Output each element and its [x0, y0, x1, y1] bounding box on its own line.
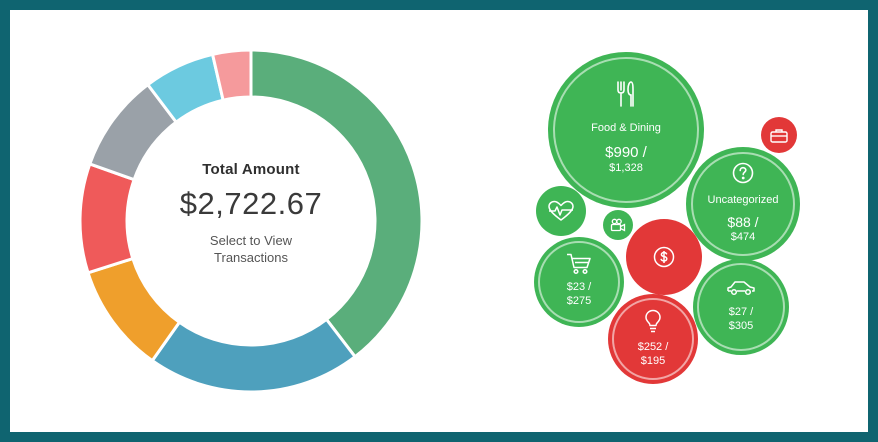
budget-ring — [538, 241, 620, 323]
donut-segment-7[interactable] — [210, 48, 253, 102]
bubble-health[interactable] — [536, 186, 586, 236]
budget-ring — [553, 57, 699, 203]
bubble-bills-utilities[interactable]: $252 / $195 — [608, 294, 698, 384]
bubble-fees[interactable] — [626, 219, 702, 295]
donut-segment-2[interactable] — [150, 317, 358, 394]
budget-ring — [612, 298, 694, 380]
donut-svg[interactable] — [70, 40, 432, 402]
spending-donut-chart[interactable]: Total Amount $2,722.67 Select to View Tr… — [70, 40, 432, 402]
budget-ring — [697, 263, 785, 351]
heartbeat-icon — [547, 200, 575, 222]
donut-segment-4[interactable] — [78, 162, 137, 275]
bubble-business[interactable] — [761, 117, 797, 153]
donut-segment-1[interactable] — [249, 48, 424, 359]
bubble-shopping[interactable]: $23 / $275 — [534, 237, 624, 327]
bubble-entertainment[interactable] — [603, 210, 633, 240]
budget-ring — [691, 152, 795, 256]
dollar-icon — [653, 246, 675, 268]
bubble-auto-transport[interactable]: $27 / $305 — [693, 259, 789, 355]
briefcase-icon — [770, 128, 788, 143]
camera-icon — [610, 218, 626, 232]
bubble-uncategorized[interactable]: Uncategorized $88 / $474 — [686, 147, 800, 261]
bubble-food-dining[interactable]: Food & Dining $990 / $1,328 — [548, 52, 704, 208]
